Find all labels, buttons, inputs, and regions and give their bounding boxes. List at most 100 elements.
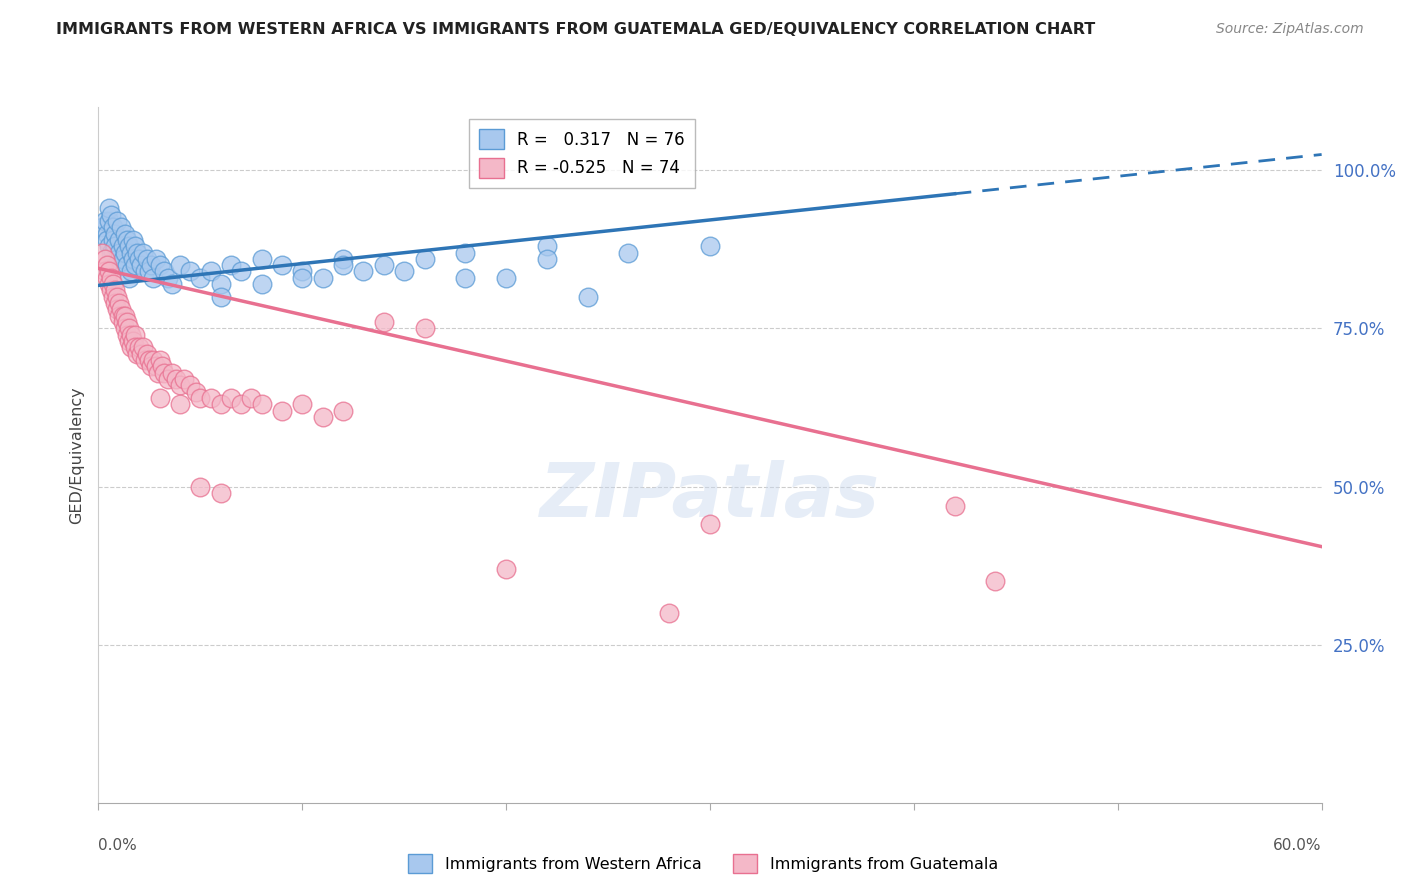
Point	[128, 252, 150, 266]
Point	[984, 574, 1007, 589]
Point	[134, 353, 156, 368]
Point	[231, 264, 253, 278]
Point	[291, 397, 314, 411]
Point	[110, 302, 132, 317]
Point	[134, 264, 156, 278]
Point	[114, 321, 136, 335]
Point	[209, 290, 232, 304]
Point	[332, 403, 354, 417]
Point	[97, 277, 120, 292]
Point	[699, 517, 721, 532]
Point	[91, 245, 114, 260]
Point	[291, 270, 314, 285]
Point	[699, 239, 721, 253]
Point	[114, 245, 136, 260]
Point	[240, 391, 263, 405]
Point	[108, 296, 131, 310]
Point	[108, 309, 131, 323]
Point	[96, 258, 118, 272]
Point	[188, 479, 212, 493]
Point	[127, 347, 149, 361]
Point	[152, 264, 174, 278]
Point	[209, 397, 232, 411]
Point	[104, 227, 127, 241]
Point	[413, 321, 436, 335]
Point	[91, 220, 114, 235]
Point	[250, 397, 273, 411]
Point	[576, 290, 599, 304]
Point	[536, 252, 558, 266]
Point	[495, 562, 517, 576]
Point	[160, 366, 183, 380]
Point	[105, 214, 128, 228]
Point	[111, 309, 134, 323]
Text: 60.0%: 60.0%	[1274, 838, 1322, 854]
Point	[219, 258, 242, 272]
Point	[250, 252, 273, 266]
Point	[118, 270, 141, 285]
Point	[100, 270, 122, 285]
Point	[250, 277, 273, 292]
Point	[111, 315, 134, 329]
Point	[122, 334, 145, 348]
Point	[156, 270, 179, 285]
Point	[120, 264, 142, 278]
Point	[165, 372, 187, 386]
Point	[96, 233, 118, 247]
Point	[120, 245, 142, 260]
Point	[179, 264, 201, 278]
Point	[136, 347, 159, 361]
Point	[100, 245, 122, 260]
Point	[132, 340, 155, 354]
Point	[149, 391, 172, 405]
Point	[146, 366, 169, 380]
Point	[100, 284, 122, 298]
Point	[152, 366, 174, 380]
Point	[111, 239, 134, 253]
Point	[332, 258, 354, 272]
Legend: Immigrants from Western Africa, Immigrants from Guatemala: Immigrants from Western Africa, Immigran…	[401, 847, 1005, 880]
Point	[105, 290, 128, 304]
Point	[115, 315, 138, 329]
Point	[188, 270, 212, 285]
Point	[231, 397, 253, 411]
Point	[209, 277, 232, 292]
Point	[188, 391, 212, 405]
Point	[118, 321, 141, 335]
Point	[200, 264, 222, 278]
Point	[115, 233, 138, 247]
Point	[93, 252, 115, 266]
Point	[141, 359, 163, 374]
Point	[142, 353, 165, 368]
Text: ZIPatlas: ZIPatlas	[540, 460, 880, 533]
Point	[200, 391, 222, 405]
Point	[101, 220, 124, 235]
Point	[128, 340, 150, 354]
Point	[114, 309, 136, 323]
Point	[97, 239, 120, 253]
Point	[169, 258, 191, 272]
Point	[120, 327, 142, 342]
Point	[96, 270, 118, 285]
Point	[115, 258, 138, 272]
Y-axis label: GED/Equivalency: GED/Equivalency	[69, 386, 84, 524]
Text: Source: ZipAtlas.com: Source: ZipAtlas.com	[1216, 22, 1364, 37]
Point	[118, 334, 141, 348]
Point	[373, 315, 395, 329]
Point	[97, 264, 120, 278]
Point	[454, 245, 477, 260]
Point	[413, 252, 436, 266]
Point	[156, 372, 179, 386]
Point	[392, 264, 416, 278]
Point	[101, 277, 124, 292]
Point	[96, 227, 118, 241]
Point	[219, 391, 242, 405]
Point	[142, 270, 165, 285]
Point	[104, 239, 127, 253]
Point	[122, 233, 145, 247]
Point	[138, 353, 160, 368]
Point	[129, 258, 152, 272]
Point	[124, 239, 146, 253]
Point	[104, 296, 127, 310]
Point	[105, 302, 128, 317]
